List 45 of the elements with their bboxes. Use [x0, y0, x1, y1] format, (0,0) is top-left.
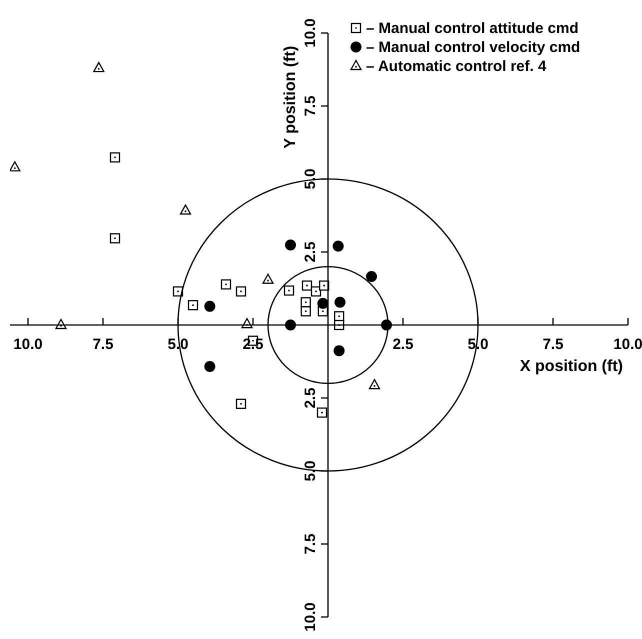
- y-tick-label: 10.0: [302, 18, 319, 48]
- point: [300, 306, 311, 316]
- y-tick-label: 7.5: [302, 96, 319, 116]
- legend-label: – Manual control attitude cmd: [366, 20, 579, 37]
- legend-label: – Automatic control ref. 4: [366, 58, 547, 75]
- point: [284, 285, 294, 296]
- point: [204, 300, 216, 312]
- point: [310, 286, 322, 297]
- y-tick-label: 5.0: [302, 460, 319, 482]
- point: [332, 240, 344, 252]
- x-tick-label: 10.0: [613, 336, 642, 353]
- legend-label: – Manual control velocity cmd: [366, 39, 580, 56]
- point: [236, 398, 246, 409]
- point: [93, 62, 104, 72]
- point: [316, 408, 328, 418]
- point: [366, 271, 377, 282]
- point: [188, 300, 198, 310]
- y-tick-label: 10.0: [302, 602, 319, 632]
- x-tick-label: 7.5: [92, 336, 114, 353]
- y-tick-label: 5.0: [302, 168, 319, 190]
- point: [285, 239, 296, 250]
- point: [317, 298, 328, 309]
- point: [302, 280, 312, 291]
- point: [334, 296, 346, 308]
- point: [10, 161, 20, 172]
- x-tick-label: 2.5: [392, 336, 414, 353]
- y-axis-title: Y position (ft): [282, 46, 299, 149]
- point: [55, 318, 67, 330]
- point: [334, 320, 344, 330]
- y-tick-label: 7.5: [302, 534, 319, 554]
- y-tick-label: 2.5: [302, 388, 319, 408]
- x-tick-label: 10.0: [13, 336, 43, 353]
- x-tick-label: 7.5: [542, 336, 564, 353]
- x-axis-title: X position (ft): [520, 358, 623, 375]
- point: [204, 360, 216, 372]
- point: [300, 297, 311, 308]
- y-tick-label: 2.5: [302, 242, 319, 262]
- point: [180, 204, 192, 215]
- point: [368, 379, 380, 390]
- point: [110, 233, 120, 244]
- point: [110, 152, 120, 162]
- point: [220, 279, 232, 290]
- point: [236, 286, 246, 297]
- point: [262, 274, 274, 284]
- point: [334, 345, 345, 356]
